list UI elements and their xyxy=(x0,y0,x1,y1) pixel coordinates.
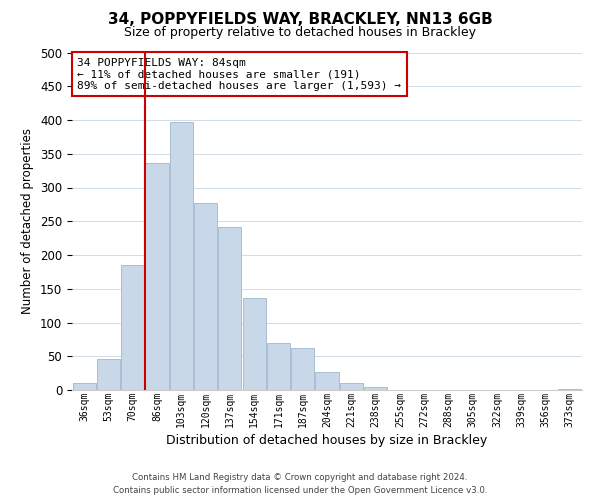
Bar xyxy=(242,298,266,390)
Bar xyxy=(145,162,169,390)
Bar xyxy=(559,388,581,390)
Bar xyxy=(218,226,241,390)
Bar xyxy=(267,343,290,390)
Text: 34 POPPYFIELDS WAY: 84sqm
← 11% of detached houses are smaller (191)
89% of semi: 34 POPPYFIELDS WAY: 84sqm ← 11% of detac… xyxy=(77,58,401,91)
Bar xyxy=(340,383,363,390)
Text: Size of property relative to detached houses in Brackley: Size of property relative to detached ho… xyxy=(124,26,476,39)
X-axis label: Distribution of detached houses by size in Brackley: Distribution of detached houses by size … xyxy=(166,434,488,446)
Bar xyxy=(291,348,314,390)
Text: Contains HM Land Registry data © Crown copyright and database right 2024.
Contai: Contains HM Land Registry data © Crown c… xyxy=(113,473,487,495)
Y-axis label: Number of detached properties: Number of detached properties xyxy=(22,128,34,314)
Bar xyxy=(364,388,387,390)
Text: 34, POPPYFIELDS WAY, BRACKLEY, NN13 6GB: 34, POPPYFIELDS WAY, BRACKLEY, NN13 6GB xyxy=(107,12,493,28)
Bar xyxy=(73,383,95,390)
Bar xyxy=(97,359,120,390)
Bar xyxy=(194,203,217,390)
Bar xyxy=(121,265,144,390)
Bar xyxy=(170,122,193,390)
Bar xyxy=(316,372,338,390)
